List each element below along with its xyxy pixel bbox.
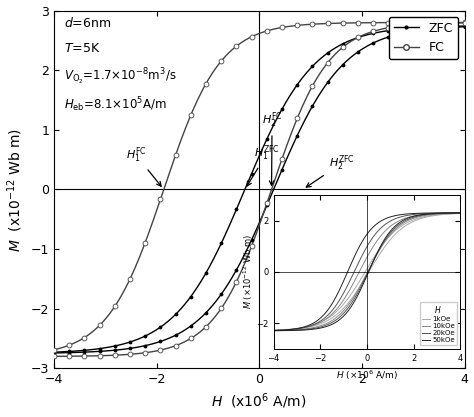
Text: $V_\mathrm{O_2}$=1.7×10$^{-8}$m$^{3}$/s: $V_\mathrm{O_2}$=1.7×10$^{-8}$m$^{3}$/s: [64, 67, 177, 87]
Text: $H_1^\mathrm{ZFC}$: $H_1^\mathrm{ZFC}$: [247, 143, 280, 186]
Text: $H_\mathrm{eb}$=8.1×10$^{5}$A/m: $H_\mathrm{eb}$=8.1×10$^{5}$A/m: [64, 95, 167, 114]
Y-axis label: $M$  (x10$^{-12}$ Wb m): $M$ (x10$^{-12}$ Wb m): [6, 128, 25, 251]
Text: $H_2^\mathrm{ZFC}$: $H_2^\mathrm{ZFC}$: [306, 153, 355, 187]
Text: $H_1^\mathrm{FC}$: $H_1^\mathrm{FC}$: [126, 145, 161, 186]
Legend: ZFC, FC: ZFC, FC: [389, 17, 458, 59]
Text: $H_2^\mathrm{FC}$: $H_2^\mathrm{FC}$: [262, 111, 283, 185]
Text: $T$=5K: $T$=5K: [64, 42, 100, 55]
X-axis label: $H$  (x10$^{6}$ A/m): $H$ (x10$^{6}$ A/m): [211, 392, 307, 412]
Text: $d$=6nm: $d$=6nm: [64, 16, 111, 30]
